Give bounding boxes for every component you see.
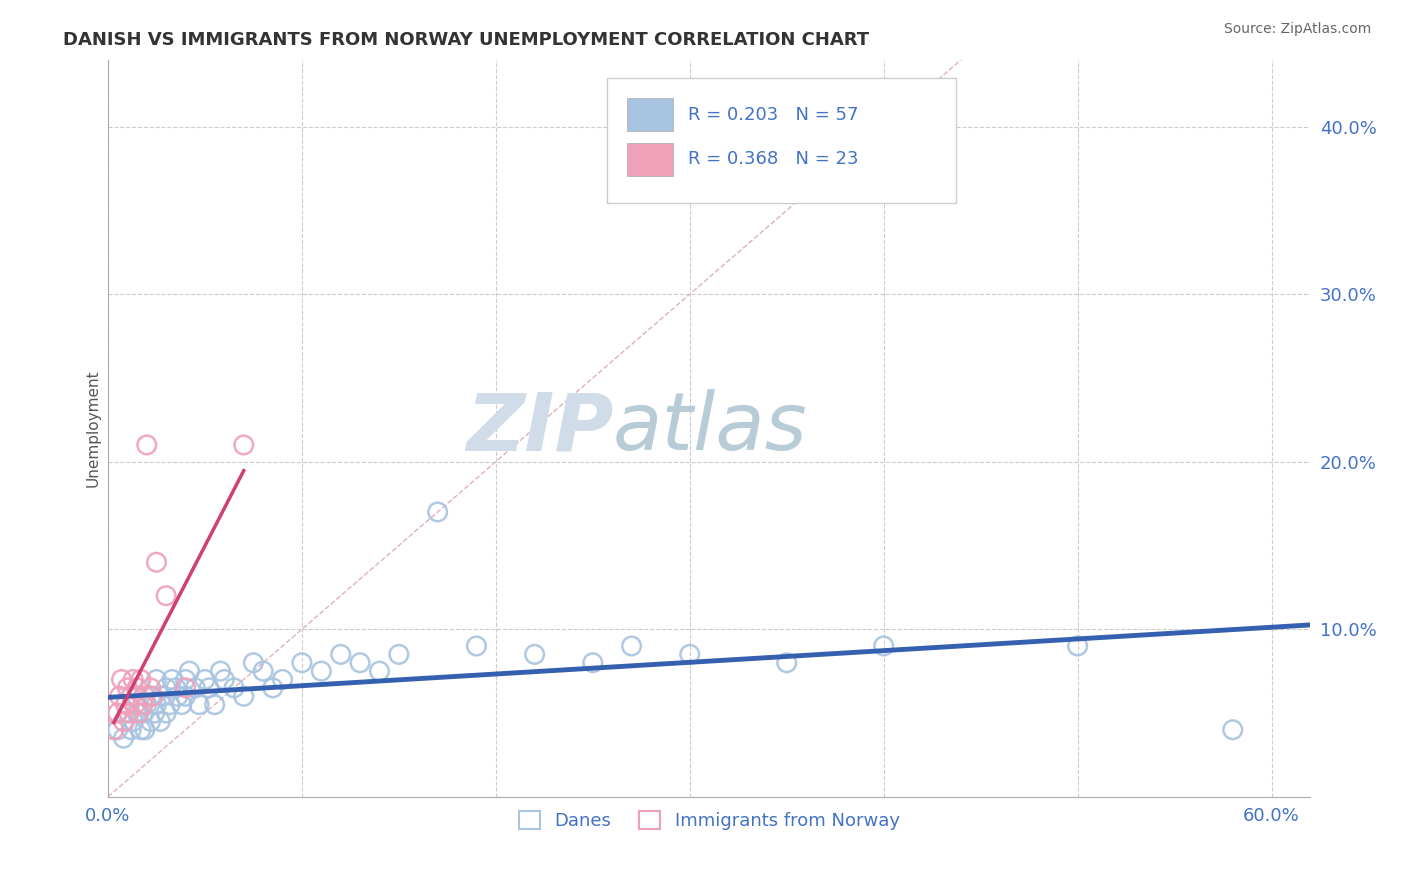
Point <box>271 673 294 687</box>
Point <box>232 690 254 704</box>
Point <box>262 681 284 695</box>
Point <box>291 656 314 670</box>
Point <box>209 664 232 678</box>
Point <box>155 589 177 603</box>
Text: R = 0.368   N = 23: R = 0.368 N = 23 <box>688 150 858 168</box>
Point <box>134 723 156 737</box>
Point <box>159 698 181 712</box>
Point <box>426 505 449 519</box>
Point <box>103 723 125 737</box>
Point <box>776 656 799 670</box>
Point <box>214 673 236 687</box>
Point <box>311 664 333 678</box>
Point <box>142 690 165 704</box>
Text: DANISH VS IMMIGRANTS FROM NORWAY UNEMPLOYMENT CORRELATION CHART: DANISH VS IMMIGRANTS FROM NORWAY UNEMPLO… <box>63 31 869 49</box>
Point <box>368 664 391 678</box>
Point <box>242 656 264 670</box>
Point <box>523 648 546 662</box>
Point <box>160 673 183 687</box>
Point <box>139 714 162 729</box>
Point <box>112 731 135 746</box>
Point <box>166 690 188 704</box>
Point <box>132 698 155 712</box>
Point <box>143 706 166 720</box>
Point <box>125 706 148 720</box>
Point <box>108 690 131 704</box>
Point <box>194 673 217 687</box>
Point <box>120 723 142 737</box>
Point <box>125 690 148 704</box>
Point <box>122 673 145 687</box>
Text: atlas: atlas <box>613 389 807 467</box>
Point <box>174 690 197 704</box>
Point <box>1222 723 1244 737</box>
Text: R = 0.203   N = 57: R = 0.203 N = 57 <box>688 106 858 124</box>
Point <box>135 698 157 712</box>
FancyBboxPatch shape <box>607 78 956 203</box>
Point <box>129 723 152 737</box>
Point <box>128 706 150 720</box>
Point <box>145 673 167 687</box>
Point <box>582 656 605 670</box>
Y-axis label: Unemployment: Unemployment <box>86 369 101 487</box>
Point <box>174 673 197 687</box>
Point <box>252 664 274 678</box>
Point <box>222 681 245 695</box>
Point <box>124 698 146 712</box>
Point <box>135 438 157 452</box>
Point <box>188 698 211 712</box>
Point <box>184 681 207 695</box>
Point <box>179 664 201 678</box>
Point <box>465 639 488 653</box>
Point <box>174 681 197 695</box>
Point <box>114 698 136 712</box>
Point <box>107 706 129 720</box>
Point <box>204 698 226 712</box>
Point <box>620 639 643 653</box>
Point <box>117 706 139 720</box>
Point <box>107 723 129 737</box>
Point <box>139 681 162 695</box>
Point <box>679 648 702 662</box>
Point <box>329 648 352 662</box>
Point <box>349 656 371 670</box>
Point <box>117 681 139 695</box>
Point <box>122 714 145 729</box>
Point <box>232 438 254 452</box>
Point <box>145 698 167 712</box>
Point <box>134 690 156 704</box>
Point <box>165 681 187 695</box>
Point <box>155 706 177 720</box>
Point <box>1066 639 1088 653</box>
Point <box>145 555 167 569</box>
Point <box>118 706 141 720</box>
Point <box>149 714 172 729</box>
Text: ZIP: ZIP <box>465 389 613 467</box>
Point <box>129 673 152 687</box>
Bar <box>627 143 673 176</box>
Point <box>139 690 162 704</box>
Point <box>125 681 148 695</box>
Point <box>170 698 193 712</box>
Point <box>155 681 177 695</box>
Text: Source: ZipAtlas.com: Source: ZipAtlas.com <box>1223 22 1371 37</box>
Point <box>873 639 896 653</box>
Point <box>388 648 411 662</box>
Point <box>132 706 155 720</box>
Point <box>198 681 221 695</box>
Point <box>110 673 132 687</box>
Legend: Danes, Immigrants from Norway: Danes, Immigrants from Norway <box>513 805 905 836</box>
Point <box>150 690 173 704</box>
Point <box>112 714 135 729</box>
Bar <box>627 98 673 131</box>
Point <box>120 690 142 704</box>
